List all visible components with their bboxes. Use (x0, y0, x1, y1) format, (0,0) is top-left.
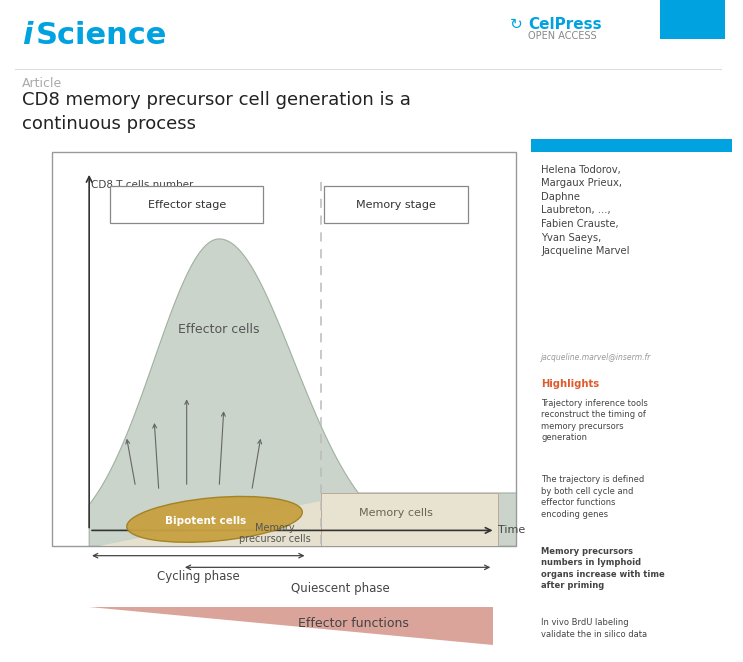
Text: Helena Todorov,
Margaux Prieux,
Daphne
Laubreton, ...,
Fabien Crauste,
Yvan Saey: Helena Todorov, Margaux Prieux, Daphne L… (541, 164, 630, 256)
Text: Science: Science (36, 21, 167, 50)
Text: OPEN ACCESS: OPEN ACCESS (528, 31, 597, 41)
Text: Highlights: Highlights (541, 379, 600, 389)
Polygon shape (89, 493, 516, 546)
Bar (531, 139, 732, 152)
Text: Effector functions: Effector functions (299, 618, 409, 630)
FancyBboxPatch shape (324, 186, 467, 223)
Text: ↻: ↻ (510, 17, 523, 32)
Ellipse shape (127, 496, 302, 542)
Text: The trajectory is defined
by both cell cycle and
effector functions
encoding gen: The trajectory is defined by both cell c… (541, 475, 644, 519)
Text: Effector stage: Effector stage (148, 200, 226, 210)
Bar (321, 493, 498, 546)
Text: Effector cells: Effector cells (178, 323, 260, 336)
Text: Memory stage: Memory stage (356, 200, 435, 210)
Text: Bipotent cells: Bipotent cells (165, 516, 246, 526)
Text: Memory precursors
numbers in lymphoid
organs increase with time
after priming: Memory precursors numbers in lymphoid or… (541, 547, 665, 590)
FancyBboxPatch shape (110, 186, 263, 223)
Text: CelPress: CelPress (528, 17, 602, 32)
Text: Time: Time (498, 526, 525, 536)
Text: jacqueline.marvel@inserm.fr: jacqueline.marvel@inserm.fr (541, 353, 652, 362)
Text: Memory
precursor cells: Memory precursor cells (239, 522, 311, 544)
Text: i: i (22, 21, 33, 50)
Text: CD8 T cells number: CD8 T cells number (91, 180, 194, 190)
Polygon shape (89, 239, 516, 546)
Text: continuous process: continuous process (22, 115, 196, 133)
Text: In vivo BrdU labeling
validate the in silico data: In vivo BrdU labeling validate the in si… (541, 618, 647, 639)
Text: CD8 memory precursor cell generation is a: CD8 memory precursor cell generation is … (22, 91, 411, 109)
Text: Cycling phase: Cycling phase (157, 570, 240, 583)
Text: Trajectory inference tools
reconstruct the timing of
memory precursors
generatio: Trajectory inference tools reconstruct t… (541, 399, 648, 442)
Text: Quiescent phase: Quiescent phase (291, 582, 389, 594)
Polygon shape (89, 606, 493, 645)
Text: Article: Article (22, 77, 62, 90)
Bar (660, 0, 725, 39)
Text: Memory cells: Memory cells (359, 508, 432, 518)
